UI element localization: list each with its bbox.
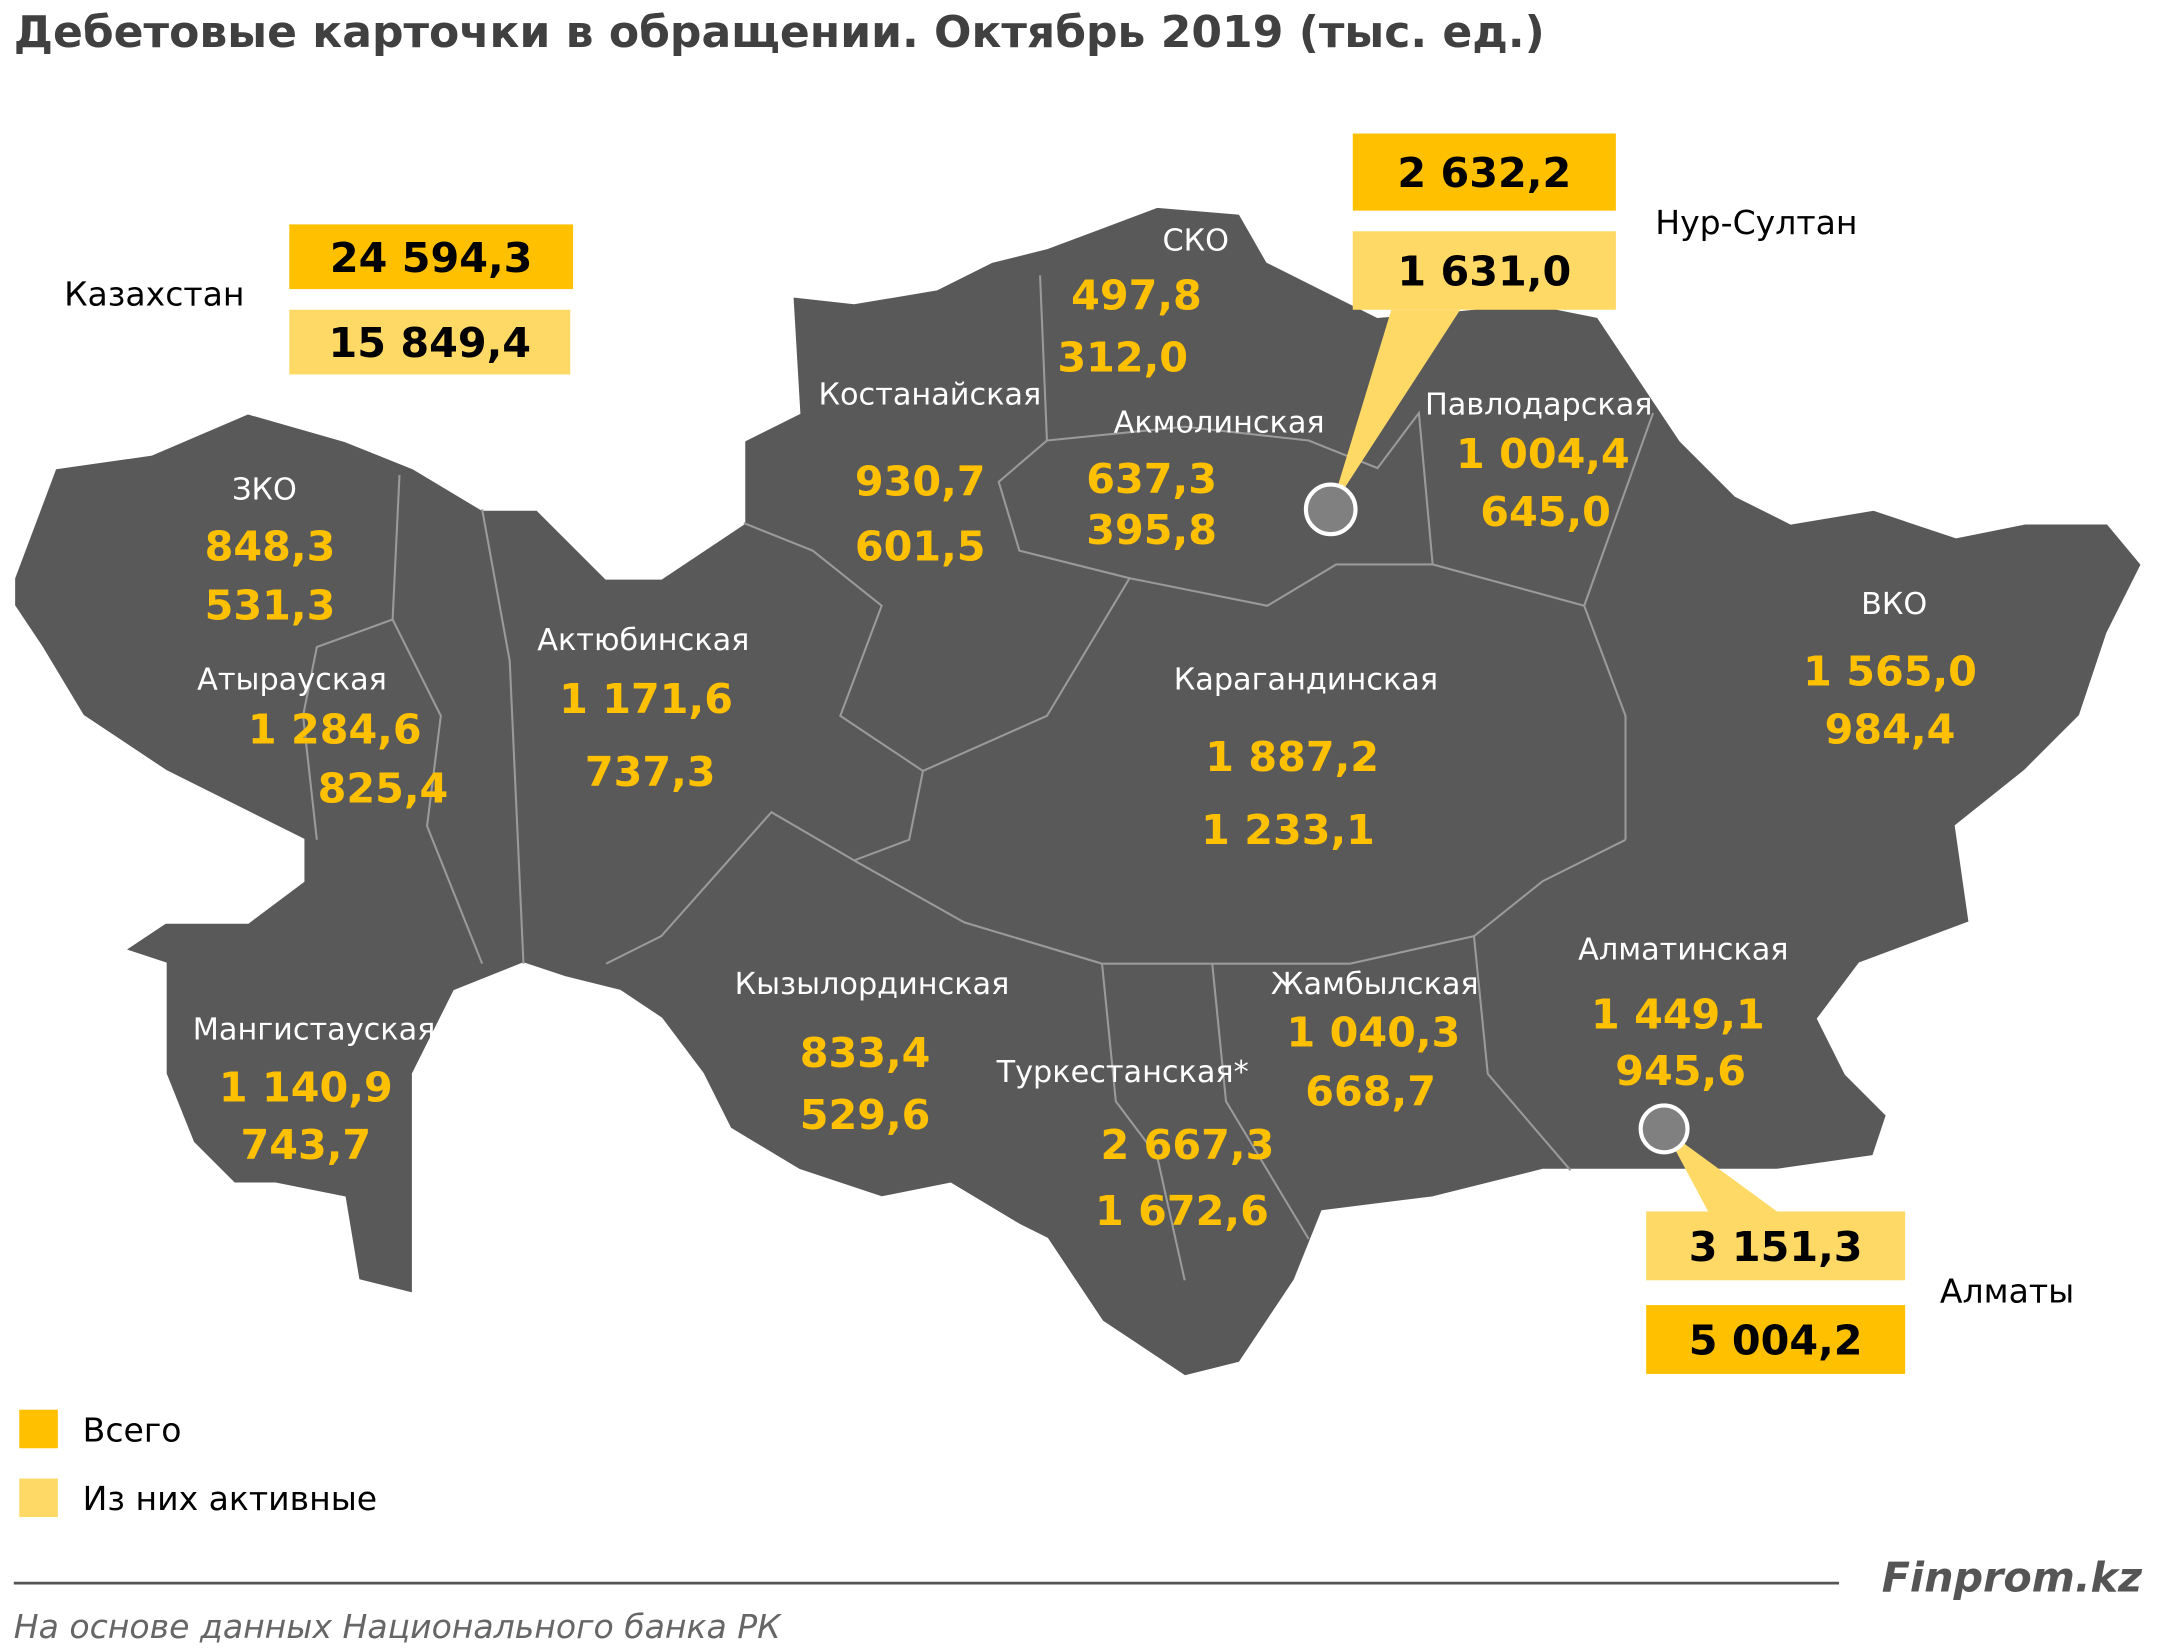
source: На основе данных Национального банка РК xyxy=(14,1607,782,1646)
city-total-box xyxy=(1646,1305,1906,1374)
legend-swatch xyxy=(19,1409,58,1449)
country-active-box xyxy=(289,309,571,375)
region-active: 645,0 xyxy=(1480,488,1611,536)
city-active: 1 631,0 xyxy=(1397,248,1571,296)
legend-swatch xyxy=(19,1478,58,1518)
region-total: 1 449,1 xyxy=(1591,990,1765,1038)
city-total-box xyxy=(1352,133,1616,211)
city-total: 5 004,2 xyxy=(1689,1317,1863,1365)
region-name: Актюбинская xyxy=(537,623,749,658)
region-name: Павлодарская xyxy=(1425,387,1653,422)
region-name: Туркестанская* xyxy=(996,1055,1249,1090)
country-total: 24 594,3 xyxy=(330,234,533,282)
region-total: 1 004,4 xyxy=(1456,430,1630,478)
region-borders xyxy=(302,275,1655,1281)
region-name: Акмолинская xyxy=(1114,405,1325,440)
region-active: 601,5 xyxy=(855,522,986,570)
region-name: Карагандинская xyxy=(1174,663,1438,698)
callout xyxy=(1664,1128,1778,1212)
region-active: 743,7 xyxy=(240,1121,371,1169)
city-active-box xyxy=(1646,1211,1906,1281)
region-active: 529,6 xyxy=(800,1091,931,1139)
region-active: 312,0 xyxy=(1057,334,1188,382)
city-name: Алматы xyxy=(1940,1271,2074,1310)
region-name: Атырауская xyxy=(197,663,387,698)
region-total: 1 171,6 xyxy=(559,675,733,723)
brand: Finprom.kz xyxy=(1882,1553,2143,1601)
country-active: 15 849,4 xyxy=(329,319,532,367)
region-total: 497,8 xyxy=(1071,272,1202,320)
region-total: 637,3 xyxy=(1086,455,1217,503)
region-total: 930,7 xyxy=(855,458,986,506)
region-total: 1 565,0 xyxy=(1803,648,1977,696)
region-active: 737,3 xyxy=(585,748,716,796)
city-marker xyxy=(1303,482,1358,537)
region-active: 825,4 xyxy=(318,765,449,813)
country-name: Казахстан xyxy=(64,275,244,314)
city-marker xyxy=(1638,1103,1690,1155)
region-name: ВКО xyxy=(1861,587,1927,622)
city-active: 3 151,3 xyxy=(1689,1223,1863,1271)
region-active: 1 672,6 xyxy=(1095,1187,1269,1235)
region-total: 1 140,9 xyxy=(219,1063,393,1111)
region-name: Алматинская xyxy=(1578,933,1788,968)
region-name: Мангистауская xyxy=(193,1012,436,1047)
region-total: 1 887,2 xyxy=(1205,733,1379,781)
legend-label: Всего xyxy=(83,1410,182,1449)
region-name: Костанайская xyxy=(818,378,1041,413)
region-active: 531,3 xyxy=(205,582,336,630)
country-shape xyxy=(12,205,2144,1379)
region-active: 984,4 xyxy=(1825,705,1956,753)
city-active-box xyxy=(1352,231,1616,310)
region-total: 848,3 xyxy=(205,522,336,570)
city-name: Нур-Султан xyxy=(1655,203,1857,242)
city-total: 2 632,2 xyxy=(1397,149,1571,197)
region-total: 1 040,3 xyxy=(1287,1008,1461,1056)
region-active: 945,6 xyxy=(1615,1047,1746,1095)
country-total-box xyxy=(289,224,574,290)
region-name: Жамбылская xyxy=(1271,967,1479,1002)
region-name: ЗКО xyxy=(232,473,297,508)
region-total: 2 667,3 xyxy=(1101,1121,1275,1169)
region-total: 833,4 xyxy=(800,1029,931,1077)
legend-label: Из них активные xyxy=(83,1479,377,1518)
region-active: 1 233,1 xyxy=(1201,806,1375,854)
region-name: Кызылординская xyxy=(735,967,1010,1002)
region-name: СКО xyxy=(1162,224,1229,259)
region-active: 668,7 xyxy=(1305,1067,1436,1115)
region-active: 395,8 xyxy=(1086,506,1217,554)
title: Дебетовые карточки в обращении. Октябрь … xyxy=(14,7,1545,58)
region-total: 1 284,6 xyxy=(248,705,422,753)
